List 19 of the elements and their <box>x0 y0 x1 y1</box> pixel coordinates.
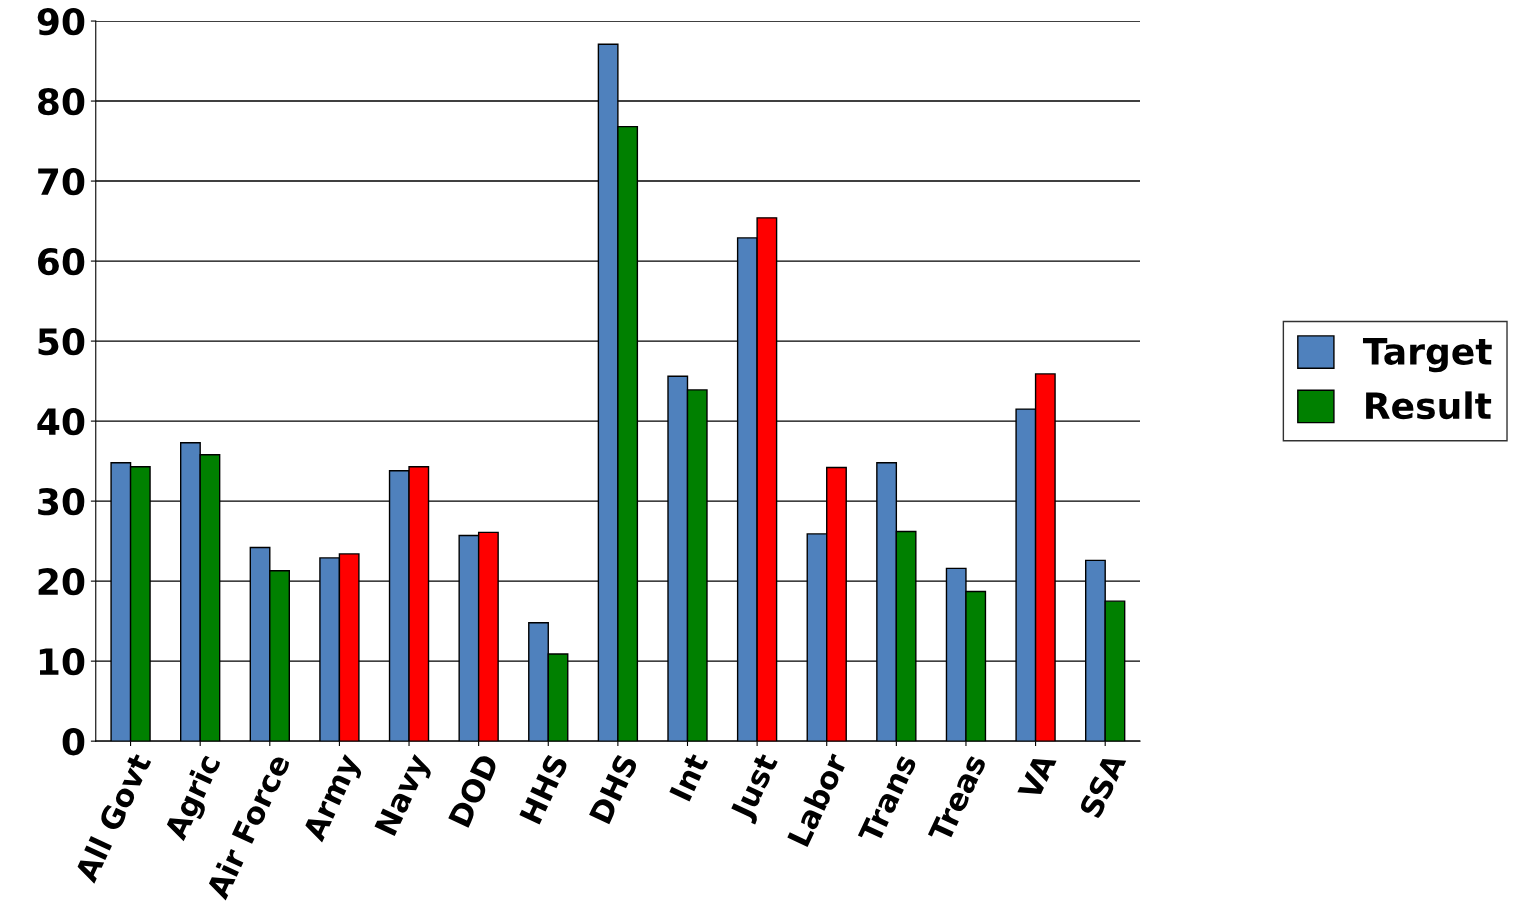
y-tick-label: 10 <box>39 648 85 676</box>
y-tick-label: 30 <box>38 488 85 516</box>
x-tick-label: VA <box>1017 751 1057 802</box>
y-tick-label: 60 <box>38 248 85 276</box>
x-tick-label: DOD <box>447 752 500 828</box>
y-tick-label: 80 <box>37 87 85 116</box>
legend-label: Result <box>1366 391 1492 420</box>
y-tick-label: 0 <box>62 728 85 756</box>
x-tick-label: DHS <box>588 753 639 825</box>
y-tick-label: 40 <box>37 408 85 436</box>
x-tick-label: SSA <box>1078 751 1127 819</box>
x-tick-label: Int <box>669 751 709 802</box>
y-tick-label: 70 <box>38 167 85 196</box>
y-tick-label: 50 <box>38 328 85 356</box>
legend-label: Target <box>1362 338 1492 373</box>
x-tick-label: Just <box>729 751 784 825</box>
x-tick-label: HHS <box>519 753 569 825</box>
y-tick-label: 90 <box>37 7 85 36</box>
y-tick-label: 20 <box>38 568 85 596</box>
